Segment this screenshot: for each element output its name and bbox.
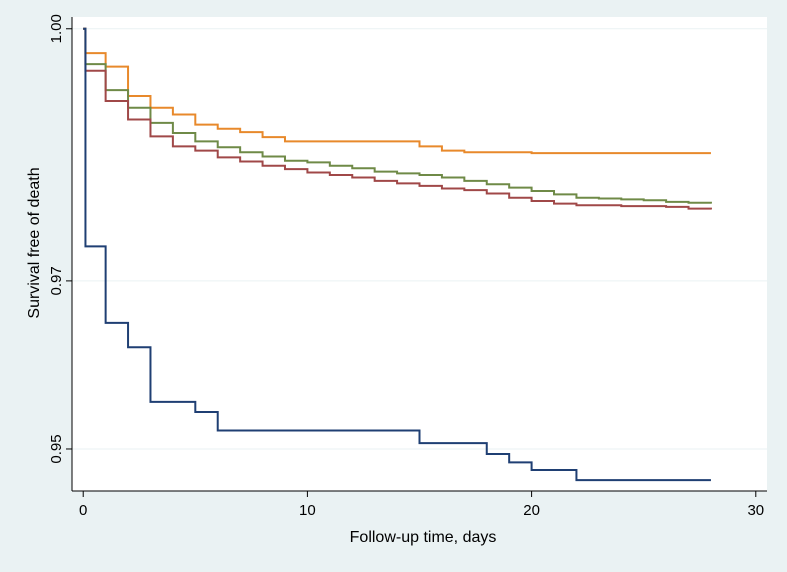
axis-ticks: 0.95 0.97 1.00 0 10 20 30 <box>48 14 764 519</box>
plot-area <box>72 17 767 491</box>
series-line-orange <box>83 27 711 155</box>
y-axis-title: Survival free of death <box>26 167 43 318</box>
y-tick-label: 0.97 <box>48 266 65 295</box>
series-line-green <box>83 27 712 204</box>
y-tick-label: 1.00 <box>48 14 65 43</box>
gridlines <box>72 28 767 450</box>
y-tick-label: 0.95 <box>48 434 65 463</box>
axes <box>71 17 767 492</box>
x-tick-label: 0 <box>79 502 87 519</box>
x-tick-label: 30 <box>747 502 764 519</box>
x-tick-label: 20 <box>523 502 540 519</box>
x-axis-title: Follow-up time, days <box>350 529 497 546</box>
series-line-red <box>83 27 712 210</box>
x-tick-label: 10 <box>299 502 316 519</box>
series-lines <box>83 27 712 482</box>
series-line-blue <box>83 27 711 482</box>
